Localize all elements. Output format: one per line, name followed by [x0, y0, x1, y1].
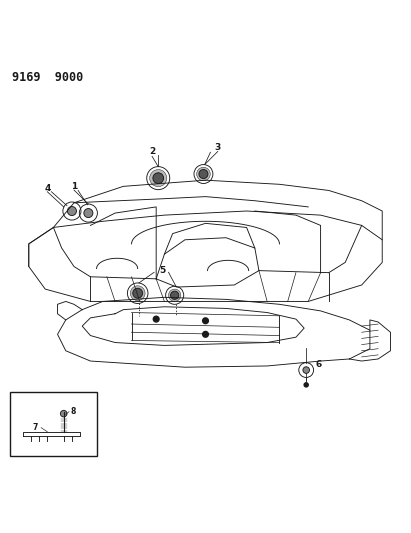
Circle shape: [153, 173, 164, 183]
Text: 1: 1: [71, 182, 77, 191]
Text: 7: 7: [32, 423, 38, 432]
Circle shape: [84, 208, 93, 217]
Circle shape: [203, 318, 208, 324]
Text: 4: 4: [44, 184, 51, 193]
Circle shape: [130, 286, 145, 301]
Circle shape: [169, 289, 181, 302]
Text: 3: 3: [215, 143, 221, 152]
Text: 2: 2: [149, 147, 155, 156]
Circle shape: [199, 169, 208, 179]
Bar: [10, 392, 97, 456]
Text: 5: 5: [159, 266, 166, 275]
Circle shape: [60, 410, 67, 417]
Circle shape: [171, 291, 179, 300]
Circle shape: [153, 316, 159, 322]
Circle shape: [203, 332, 208, 337]
Circle shape: [303, 367, 309, 373]
Circle shape: [67, 206, 76, 215]
Text: 8: 8: [70, 407, 76, 416]
Circle shape: [196, 167, 210, 181]
Circle shape: [133, 288, 143, 298]
Circle shape: [150, 169, 167, 187]
Text: 9169  9000: 9169 9000: [12, 71, 83, 84]
Circle shape: [304, 383, 308, 387]
Text: 6: 6: [315, 360, 322, 369]
